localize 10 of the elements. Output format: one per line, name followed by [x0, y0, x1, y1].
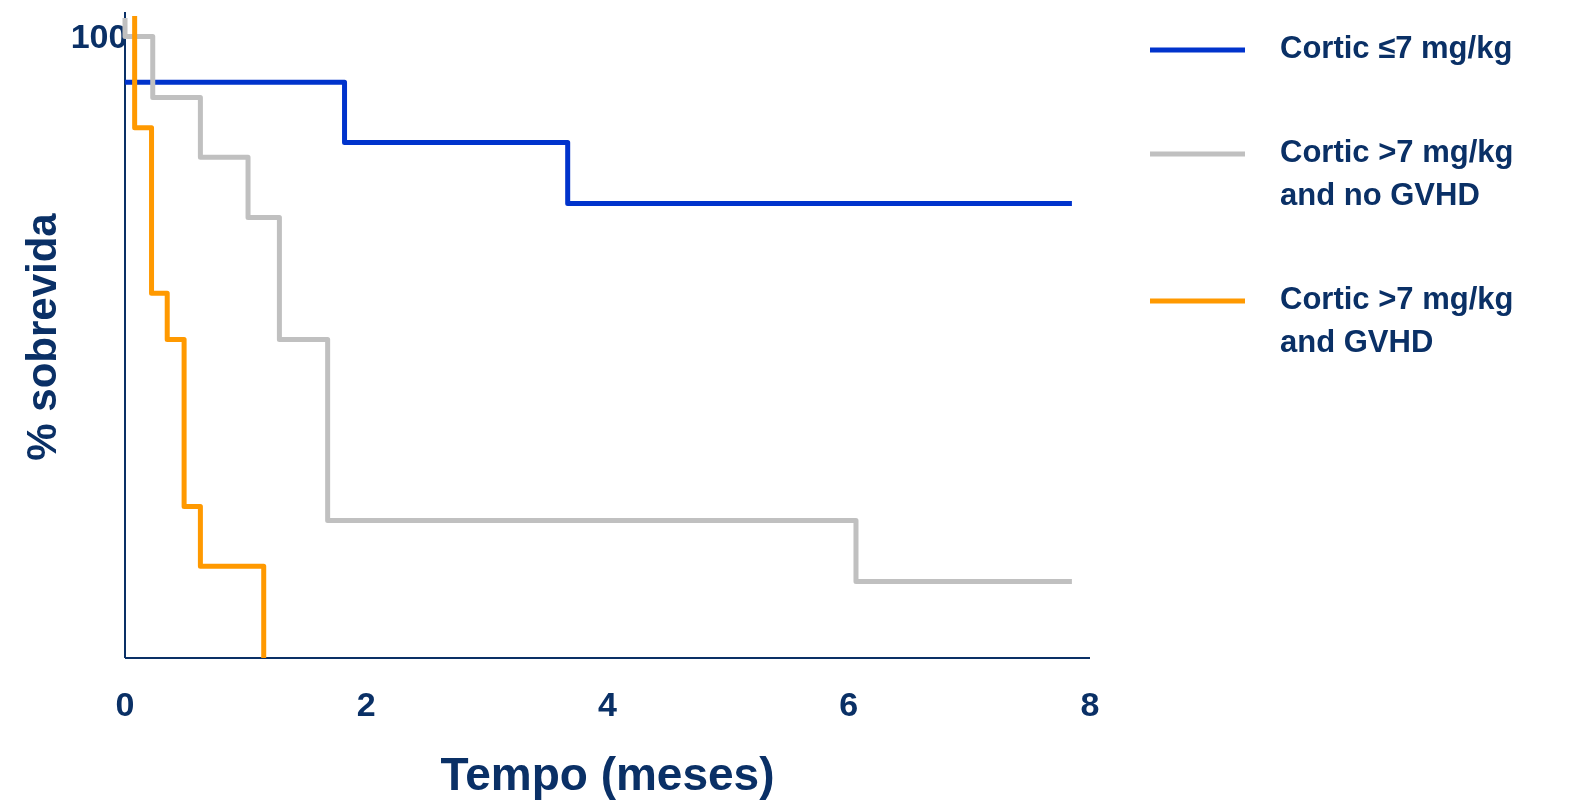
x-tick-label: 6	[839, 685, 859, 723]
legend-label: Cortic ≤7 mg/kg	[1280, 30, 1513, 66]
x-tick-label: 4	[598, 685, 618, 723]
x-tick-label: 0	[115, 685, 135, 723]
legend-label: Cortic >7 mg/kg and GVHD	[1280, 281, 1514, 360]
x-tick-label: 8	[1080, 685, 1100, 723]
y-axis-title: % sobrevida	[18, 212, 65, 461]
legend-label: Cortic >7 mg/kg and no GVHD	[1280, 134, 1514, 213]
x-tick-label: 2	[356, 685, 376, 723]
x-axis-title: Tempo (meses)	[440, 748, 775, 800]
